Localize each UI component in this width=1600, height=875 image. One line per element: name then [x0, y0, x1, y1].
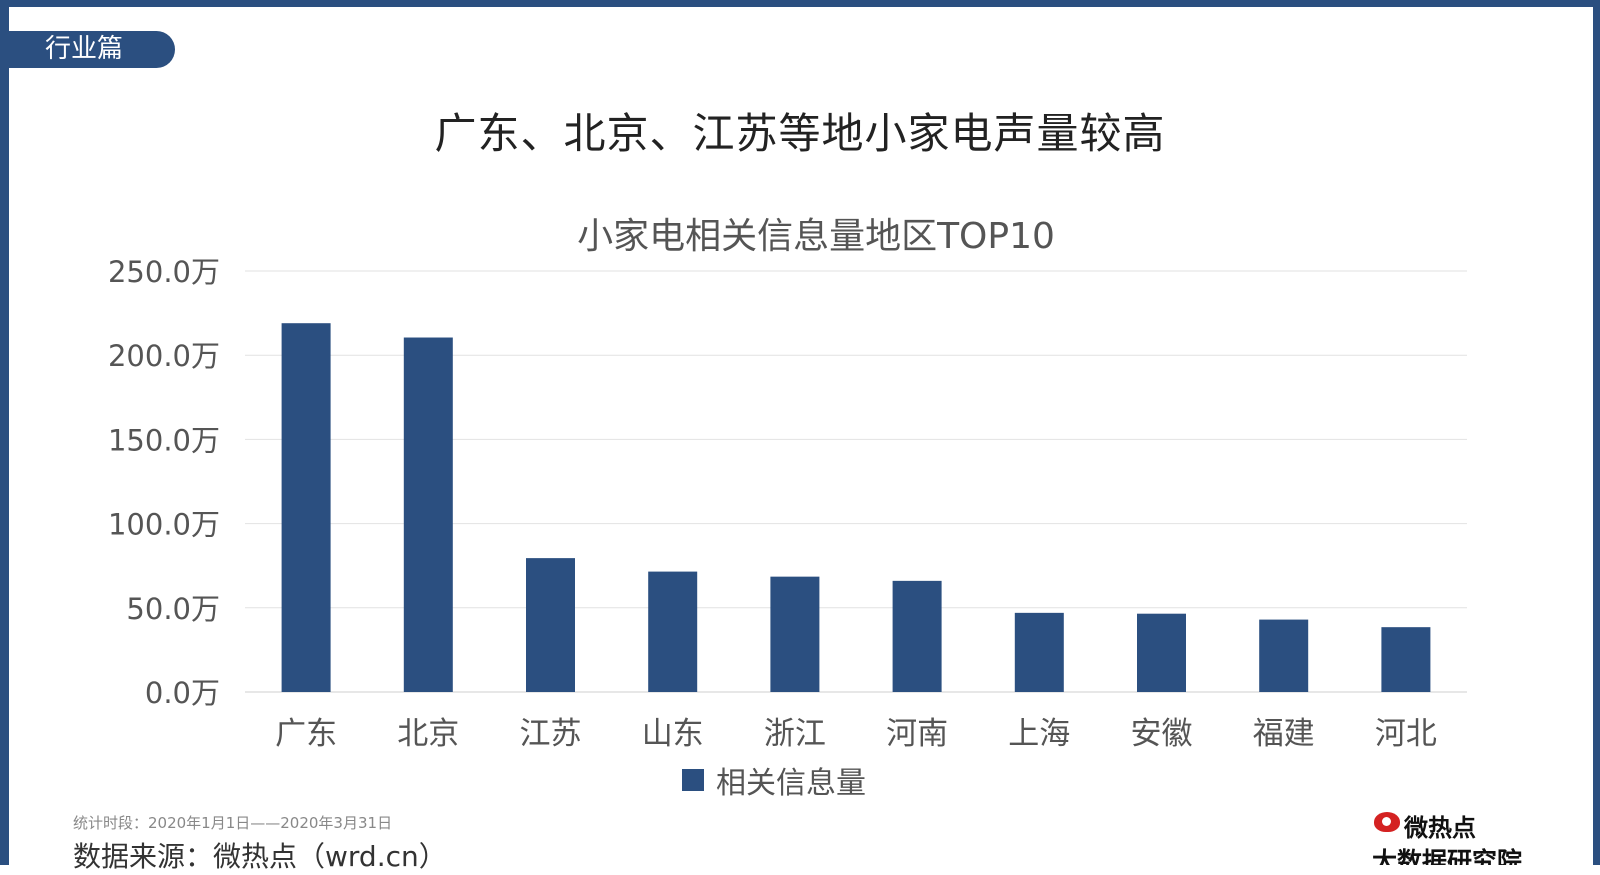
bar-福建: [1259, 619, 1309, 692]
x-tick-label: 上海: [1008, 716, 1070, 752]
x-tick-label: 江苏: [520, 716, 582, 752]
bar-山东: [648, 571, 698, 692]
logo-line1: 微热点: [1404, 814, 1476, 842]
x-tick-label: 河南: [886, 716, 948, 752]
data-source: 数据来源：微热点（wrd.cn）: [73, 840, 447, 873]
bar-江苏: [526, 558, 575, 692]
logo-line2: 大数据研究院: [1372, 847, 1523, 865]
bar-浙江: [770, 576, 820, 692]
x-tick-label: 安徽: [1131, 716, 1193, 752]
weibo-eye-icon: [1374, 812, 1400, 832]
bars: [281, 323, 1431, 692]
weiredian-logo: 微热点 大数据研究院: [1370, 806, 1540, 865]
bar-河南: [892, 580, 942, 692]
x-tick-label: 北京: [397, 716, 459, 752]
y-tick-label: 150.0万: [108, 423, 220, 457]
legend: 相关信息量: [682, 758, 866, 802]
bar-河北: [1381, 627, 1431, 692]
section-tag: 行业篇: [9, 31, 175, 68]
x-tick-labels: 广东 北京 江苏 山东 浙江 河南 上海 安徽 福建 河北: [275, 716, 1437, 752]
y-tick-labels: 0.0万 50.0万 100.0万 150.0万 200.0万 250.0万: [108, 255, 220, 710]
legend-label: 相关信息量: [716, 766, 866, 801]
x-tick-label: 山东: [642, 716, 704, 752]
y-tick-label: 200.0万: [108, 339, 220, 373]
bar-广东: [281, 323, 331, 692]
bar-北京: [403, 337, 453, 692]
bar-上海: [1014, 612, 1064, 692]
x-tick-label: 河北: [1375, 716, 1437, 752]
y-tick-label: 50.0万: [126, 592, 220, 626]
y-tick-label: 250.0万: [108, 255, 220, 289]
x-tick-label: 浙江: [764, 716, 826, 752]
stat-period: 统计时段：2020年1月1日——2020年3月31日: [73, 814, 393, 832]
chart-title: 小家电相关信息量地区TOP10: [577, 216, 1055, 257]
x-tick-label: 福建: [1253, 716, 1315, 752]
bar-安徽: [1137, 613, 1186, 692]
legend-swatch: [682, 769, 704, 791]
y-tick-label: 100.0万: [108, 508, 220, 542]
x-tick-label: 广东: [275, 716, 337, 752]
main-title: 广东、北京、江苏等地小家电声量较高: [434, 109, 1166, 158]
y-tick-label: 0.0万: [145, 676, 220, 710]
